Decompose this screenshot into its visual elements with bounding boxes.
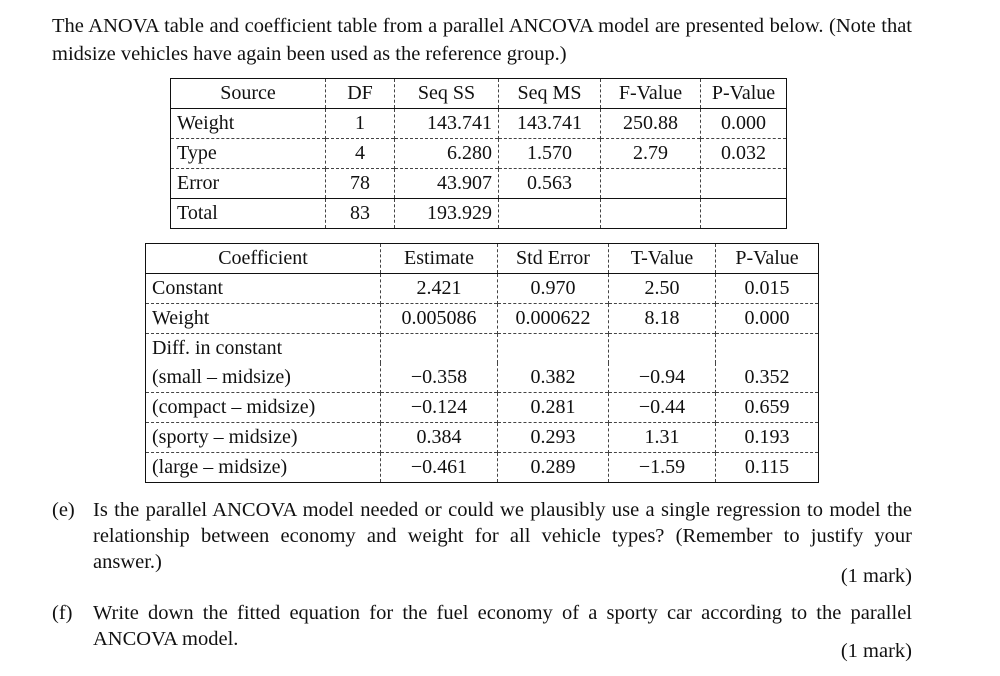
table-row: Weight 0.005086 0.000622 8.18 0.000 <box>145 303 819 334</box>
table-cell: 1.570 <box>498 138 601 169</box>
table-cell: 2.79 <box>600 138 701 169</box>
column-header: Coefficient <box>145 243 381 274</box>
column-header: P-Value <box>700 78 787 109</box>
table-cell: Weight <box>170 108 326 139</box>
table-cell: 4 <box>325 138 395 169</box>
table-row: Error 78 43.907 0.563 <box>170 168 787 199</box>
table-row: Total 83 193.929 <box>170 198 787 229</box>
table-cell: Error <box>170 168 326 199</box>
table-row: Type 4 6.280 1.570 2.79 0.032 <box>170 138 787 169</box>
table-cell: 0.970 <box>497 273 609 304</box>
table-cell: 2.50 <box>608 273 716 304</box>
header-row: Coefficient Estimate Std Error T-Value P-Val… <box>145 243 819 274</box>
table-row: (large – midsize) −0.461 0.289 −1.59 0.115 <box>145 452 819 483</box>
table-cell: 0.015 <box>715 273 819 304</box>
table-cell: 6.280 <box>394 138 499 169</box>
question-f: (f) Write down the fitted equation for t… <box>52 600 912 652</box>
table-cell: 0.000 <box>700 108 787 139</box>
table-cell: 1 <box>325 108 395 139</box>
table-cell: 43.907 <box>394 168 499 199</box>
question-mark: (1 mark) <box>840 565 912 587</box>
table-cell: 250.88 <box>600 108 701 139</box>
table-cell: Diff. in constant <box>145 333 381 363</box>
table-cell <box>600 168 701 199</box>
table-cell: 0.563 <box>498 168 601 199</box>
table-cell: 0.193 <box>715 422 819 453</box>
table-cell: (compact – midsize) <box>145 392 381 423</box>
column-header: P-Value <box>715 243 819 274</box>
table-cell: (sporty – midsize) <box>145 422 381 453</box>
column-header: F-Value <box>600 78 701 109</box>
table-cell: −0.124 <box>380 392 498 423</box>
question-label: (f) <box>52 602 73 624</box>
coefficient-table: Coefficient Estimate Std Error T-Value P-Val… <box>145 243 819 483</box>
table-cell: 8.18 <box>608 303 716 334</box>
table-cell: (small – midsize) <box>145 363 381 393</box>
column-header: Std Error <box>497 243 609 274</box>
table-cell: (large – midsize) <box>145 452 381 483</box>
table-cell: 193.929 <box>394 198 499 229</box>
table-row: Weight 1 143.741 143.741 250.88 0.000 <box>170 108 787 139</box>
table-cell: −1.59 <box>608 452 716 483</box>
column-header: T-Value <box>608 243 716 274</box>
table-cell: 0.000622 <box>497 303 609 334</box>
table-row: Constant 2.421 0.970 2.50 0.015 <box>145 273 819 304</box>
table-cell: −0.358 <box>380 363 498 393</box>
column-header: Seq MS <box>498 78 601 109</box>
table-cell <box>498 198 601 229</box>
table-cell: 1.31 <box>608 422 716 453</box>
table-cell: 0.032 <box>700 138 787 169</box>
table-cell <box>608 333 716 363</box>
table-cell <box>715 333 819 363</box>
table-cell <box>700 168 787 199</box>
column-header: Estimate <box>380 243 498 274</box>
table-cell <box>497 333 609 363</box>
table-cell: 0.000 <box>715 303 819 334</box>
anova-table: Source DF Seq SS Seq MS F-Value P-Value Weight… <box>170 78 787 229</box>
table-cell: Type <box>170 138 326 169</box>
table-cell <box>380 333 498 363</box>
question-text: Write down the fitted equation for the f… <box>93 602 912 650</box>
table-cell: 0.382 <box>497 363 609 393</box>
column-header: DF <box>325 78 395 109</box>
table-row: (compact – midsize) −0.124 0.281 −0.44 0.659 <box>145 392 819 423</box>
question-mark: (1 mark) <box>840 640 912 662</box>
question-label: (e) <box>52 499 75 521</box>
table-cell: Weight <box>145 303 381 334</box>
table-cell: 0.659 <box>715 392 819 423</box>
table-cell: 0.384 <box>380 422 498 453</box>
question-e: (e) Is the parallel ANCOVA model needed … <box>52 497 912 575</box>
table-cell: 2.421 <box>380 273 498 304</box>
column-header: Source <box>170 78 326 109</box>
table-cell: −0.44 <box>608 392 716 423</box>
table-cell <box>700 198 787 229</box>
question-text: Is the parallel ANCOVA model needed or c… <box>93 499 912 573</box>
table-cell: −0.94 <box>608 363 716 393</box>
table-cell: 0.115 <box>715 452 819 483</box>
table-cell: 83 <box>325 198 395 229</box>
intro-paragraph: The ANOVA table and coefficient table fr… <box>52 15 912 65</box>
table-row: Diff. in constant <box>145 333 819 363</box>
table-cell: 0.352 <box>715 363 819 393</box>
table-cell: 0.281 <box>497 392 609 423</box>
table-cell <box>600 198 701 229</box>
table-row: (small – midsize) −0.358 0.382 −0.94 0.352 <box>145 363 819 393</box>
table-cell: 0.289 <box>497 452 609 483</box>
table-cell: Constant <box>145 273 381 304</box>
table-cell: −0.461 <box>380 452 498 483</box>
table-cell: 78 <box>325 168 395 199</box>
table-cell: 143.741 <box>498 108 601 139</box>
table-cell: 0.005086 <box>380 303 498 334</box>
table-cell: 0.293 <box>497 422 609 453</box>
header-row: Source DF Seq SS Seq MS F-Value P-Value <box>170 78 787 109</box>
table-row: (sporty – midsize) 0.384 0.293 1.31 0.193 <box>145 422 819 453</box>
table-cell: 143.741 <box>394 108 499 139</box>
table-cell: Total <box>170 198 326 229</box>
column-header: Seq SS <box>394 78 499 109</box>
